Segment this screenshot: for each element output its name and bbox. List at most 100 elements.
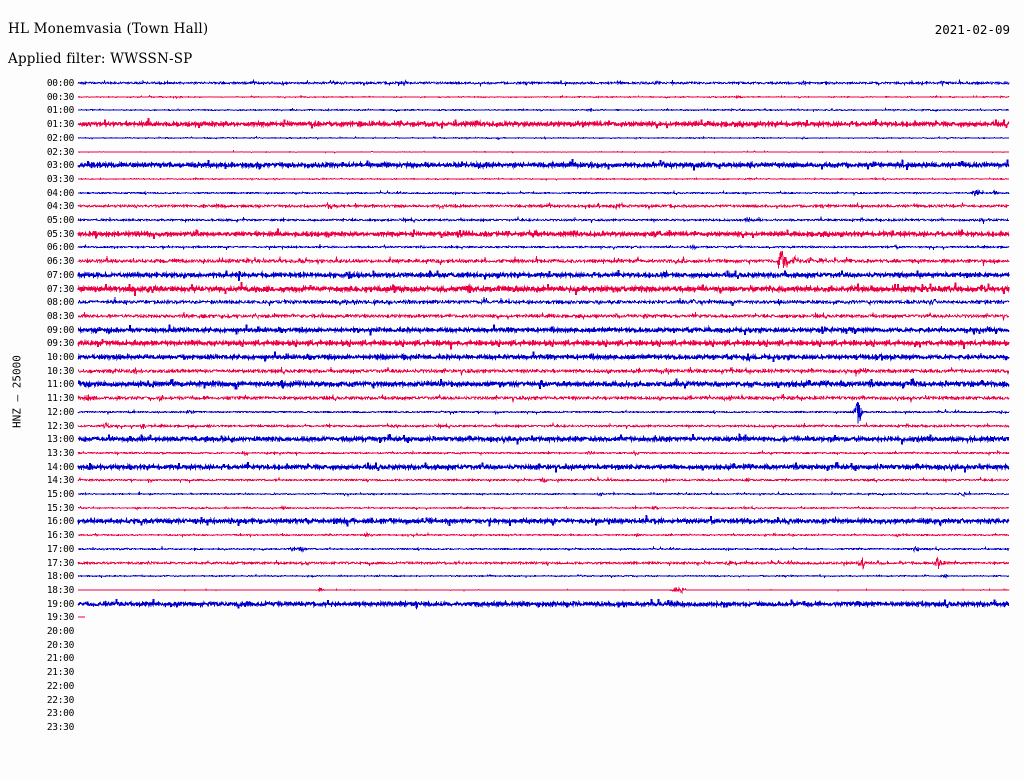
trace-row-time-label: 15:30 bbox=[46, 502, 74, 514]
trace-row: 13:30 bbox=[0, 448, 1024, 462]
seismogram-trace bbox=[77, 489, 1010, 501]
trace-row: 05:30 bbox=[0, 228, 1024, 243]
trace-row-time-label: 02:30 bbox=[46, 146, 74, 158]
trace-row-time-label: 03:00 bbox=[46, 160, 74, 172]
trace-row-time-label: 09:30 bbox=[46, 338, 74, 350]
trace-row: 07:00 bbox=[0, 269, 1024, 284]
trace-row-time-label: 01:00 bbox=[46, 105, 74, 117]
seismogram-trace bbox=[77, 530, 1010, 542]
trace-row-time-label: 22:00 bbox=[46, 680, 74, 692]
seismogram-trace bbox=[77, 78, 1010, 90]
trace-row: 23:30 bbox=[0, 722, 1024, 736]
seismogram-trace bbox=[77, 503, 1010, 515]
trace-row-time-label: 21:00 bbox=[46, 653, 74, 665]
trace-row: 01:00 bbox=[0, 105, 1024, 119]
seismogram-trace bbox=[77, 448, 1010, 460]
trace-row-time-label: 10:30 bbox=[46, 365, 74, 377]
trace-row-time-label: 06:30 bbox=[46, 256, 74, 268]
seismogram-trace bbox=[77, 401, 1010, 424]
trace-row-time-label: 09:00 bbox=[46, 324, 74, 336]
seismogram-trace bbox=[77, 433, 1010, 446]
seismogram-trace bbox=[77, 147, 1010, 159]
trace-row-time-label: 07:00 bbox=[46, 269, 74, 281]
seismogram-trace bbox=[77, 269, 1010, 282]
seismogram-trace bbox=[77, 311, 1010, 323]
trace-row: 06:30 bbox=[0, 250, 1024, 270]
trace-row: 16:30 bbox=[0, 530, 1024, 544]
trace-row: 17:30 bbox=[0, 555, 1024, 572]
trace-row: 02:30 bbox=[0, 147, 1024, 161]
seismogram-trace bbox=[77, 393, 1010, 405]
trace-row-time-label: 12:30 bbox=[46, 420, 74, 432]
seismogram-trace bbox=[77, 133, 1010, 145]
trace-row: 15:00 bbox=[0, 489, 1024, 503]
trace-row-time-label: 01:30 bbox=[46, 119, 74, 131]
trace-row: 14:30 bbox=[0, 475, 1024, 489]
trace-row: 09:00 bbox=[0, 324, 1024, 339]
trace-row: 12:30 bbox=[0, 421, 1024, 435]
trace-row-time-label: 00:30 bbox=[46, 91, 74, 103]
trace-row: 04:00 bbox=[0, 188, 1024, 202]
trace-row: 01:30 bbox=[0, 118, 1024, 133]
trace-row: 20:00 bbox=[0, 626, 1024, 640]
trace-row-time-label: 11:30 bbox=[46, 393, 74, 405]
seismogram-trace bbox=[77, 612, 1009, 624]
chart-header: HL Monemvasia (Town Hall) 2021-02-09 App… bbox=[0, 0, 1024, 78]
trace-row: 19:00 bbox=[0, 598, 1024, 613]
seismogram-trace bbox=[77, 228, 1010, 241]
trace-row-time-label: 14:30 bbox=[46, 475, 74, 487]
seismogram-trace bbox=[77, 281, 1010, 296]
trace-row: 05:00 bbox=[0, 215, 1024, 229]
seismogram-trace bbox=[77, 250, 1010, 269]
trace-row: 02:00 bbox=[0, 133, 1024, 147]
trace-row: 10:30 bbox=[0, 366, 1024, 380]
seismogram-trace bbox=[77, 105, 1010, 117]
trace-row: 07:30 bbox=[0, 281, 1024, 298]
trace-row-time-label: 08:00 bbox=[46, 297, 74, 309]
trace-row: 11:30 bbox=[0, 393, 1024, 407]
trace-row: 03:30 bbox=[0, 174, 1024, 188]
trace-row-time-label: 19:30 bbox=[46, 612, 74, 624]
trace-row-time-label: 22:30 bbox=[46, 694, 74, 706]
trace-row-time-label: 04:00 bbox=[46, 187, 74, 199]
helicorder-plot: 00:00 00:30 01:00 01:30 02:00 02:30 03:00 03:30… bbox=[0, 78, 1024, 780]
trace-row-time-label: 10:00 bbox=[46, 352, 74, 363]
seismogram-trace bbox=[77, 515, 1010, 528]
seismogram-trace bbox=[77, 324, 1010, 337]
trace-row-time-label: 07:30 bbox=[46, 283, 74, 295]
seismogram-trace bbox=[77, 118, 1010, 131]
trace-row-time-label: 11:00 bbox=[46, 379, 74, 391]
trace-row-time-label: 23:30 bbox=[46, 721, 74, 733]
trace-row: 18:30 bbox=[0, 585, 1024, 599]
trace-row-time-label: 03:30 bbox=[46, 173, 74, 185]
seismogram-trace bbox=[77, 421, 1010, 433]
trace-row-time-label: 13:30 bbox=[46, 447, 74, 459]
trace-row: 22:00 bbox=[0, 681, 1024, 695]
trace-row-time-label: 05:00 bbox=[46, 215, 74, 226]
seismogram-trace bbox=[77, 351, 1010, 364]
trace-row-time-label: 20:00 bbox=[46, 626, 74, 637]
trace-row: 00:30 bbox=[0, 92, 1024, 106]
seismogram-trace bbox=[77, 378, 1010, 391]
trace-row-time-label: 20:30 bbox=[46, 639, 74, 651]
trace-row: 08:00 bbox=[0, 297, 1024, 311]
seismogram-trace bbox=[77, 188, 1010, 200]
seismogram-trace bbox=[77, 297, 1010, 309]
trace-row-time-label: 02:00 bbox=[46, 132, 74, 144]
seismogram-trace bbox=[77, 461, 1010, 474]
seismogram-trace bbox=[77, 475, 1010, 487]
seismogram-trace bbox=[77, 571, 1010, 583]
trace-row-time-label: 04:30 bbox=[46, 201, 74, 213]
trace-row: 04:30 bbox=[0, 201, 1024, 215]
trace-row: 22:30 bbox=[0, 695, 1024, 709]
seismogram-trace bbox=[77, 174, 1010, 186]
seismogram-trace bbox=[77, 366, 1010, 378]
trace-row-time-label: 12:00 bbox=[46, 406, 74, 418]
trace-row: 18:00 bbox=[0, 571, 1024, 585]
trace-row-time-label: 17:00 bbox=[46, 543, 74, 555]
seismogram-trace bbox=[77, 598, 1010, 611]
seismogram-trace bbox=[77, 92, 1010, 104]
seismogram-trace bbox=[77, 544, 1010, 556]
trace-row: 21:30 bbox=[0, 667, 1024, 681]
applied-filter-label: Applied filter: WWSSN-SP bbox=[8, 51, 193, 67]
